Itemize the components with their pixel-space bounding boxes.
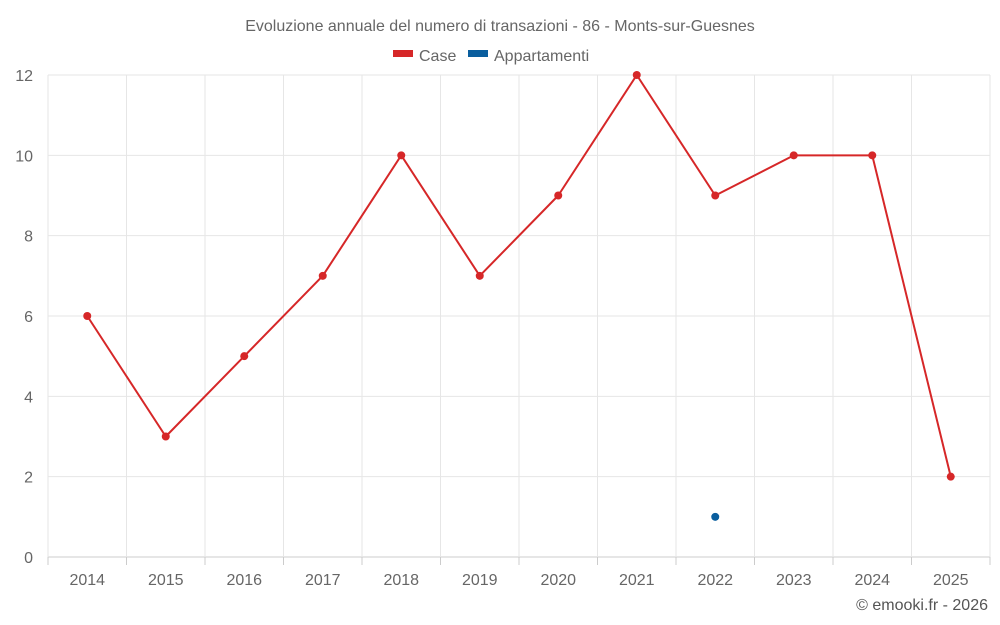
x-tick-label: 2019 bbox=[462, 572, 498, 589]
y-axis: 0 2 4 6 8 10 12 bbox=[15, 68, 33, 567]
data-point-case-2021 bbox=[632, 71, 641, 79]
x-tick-label: 2020 bbox=[540, 572, 576, 589]
data-point-case-2022 bbox=[711, 191, 720, 200]
series-line-case bbox=[86, 74, 952, 477]
y-tick-label: 10 bbox=[15, 148, 33, 165]
y-tick-label: 4 bbox=[24, 389, 33, 406]
x-axis: 2014 2015 2016 2017 2018 2019 2020 2021 2022 2023… bbox=[47, 557, 991, 589]
x-tick-label: 2021 bbox=[619, 572, 655, 589]
x-tick-label: 2015 bbox=[148, 572, 184, 589]
legend-label-case[interactable]: Case bbox=[419, 48, 456, 65]
x-tick-label: 2018 bbox=[383, 572, 419, 589]
data-point-case-2020 bbox=[554, 191, 563, 200]
data-point-case-2019 bbox=[475, 271, 484, 280]
chart-title: Evoluzione annuale del numero di transaz… bbox=[245, 18, 755, 35]
y-tick-label: 2 bbox=[24, 470, 33, 487]
y-tick-label: 0 bbox=[24, 550, 33, 567]
data-point-appartamenti-2022 bbox=[711, 512, 720, 521]
data-point-case-2023 bbox=[789, 151, 798, 160]
x-tick-label: 2025 bbox=[933, 572, 969, 589]
x-tick-label: 2014 bbox=[69, 572, 105, 589]
series-group bbox=[83, 71, 955, 521]
data-point-case-2017 bbox=[318, 271, 327, 280]
data-point-case-2016 bbox=[240, 352, 249, 361]
y-tick-label: 8 bbox=[24, 229, 33, 246]
x-tick-label: 2023 bbox=[776, 572, 812, 589]
x-gridlines bbox=[47, 75, 991, 557]
legend-swatch-case bbox=[393, 50, 413, 57]
x-tick-label: 2017 bbox=[305, 572, 341, 589]
legend-swatch-appartamenti bbox=[468, 50, 488, 57]
data-point-case-2014 bbox=[83, 312, 92, 320]
legend-label-appartamenti[interactable]: Appartamenti bbox=[494, 48, 589, 65]
x-tick-label: 2016 bbox=[226, 572, 262, 589]
data-point-case-2015 bbox=[161, 432, 170, 441]
x-tick-label: 2022 bbox=[697, 572, 733, 589]
series-appartamenti bbox=[711, 512, 720, 521]
data-point-case-2024 bbox=[868, 151, 877, 160]
y-tick-label: 6 bbox=[24, 309, 33, 326]
data-point-case-2018 bbox=[397, 151, 406, 160]
credit-text: © emooki.fr - 2026 bbox=[856, 597, 988, 614]
series-case bbox=[83, 71, 955, 481]
legend: Case Appartamenti bbox=[393, 48, 589, 65]
data-point-case-2025 bbox=[946, 472, 955, 481]
y-tick-label: 12 bbox=[15, 68, 33, 85]
x-tick-label: 2024 bbox=[854, 572, 890, 589]
